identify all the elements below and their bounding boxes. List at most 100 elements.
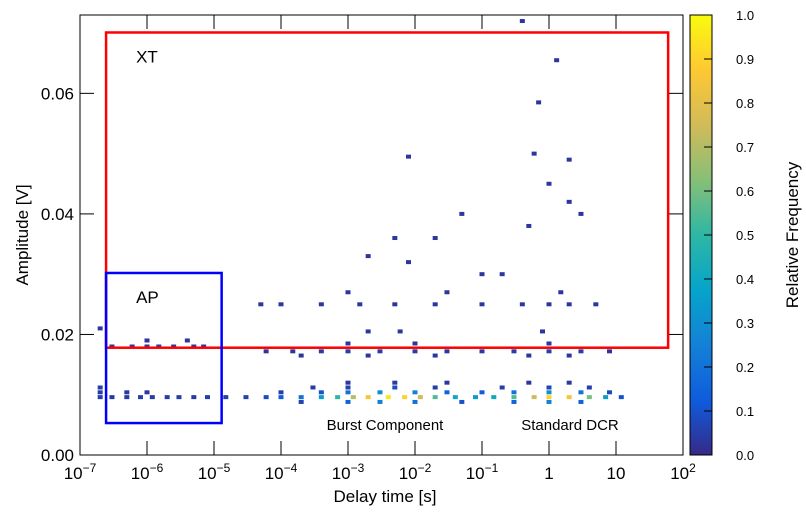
heatmap-cell — [444, 349, 450, 354]
heatmap-cell — [97, 385, 103, 390]
y-tick-label: 0.02 — [41, 325, 74, 344]
heatmap-cell — [417, 395, 423, 400]
colorbar-tick-label: 0.3 — [736, 316, 754, 331]
heatmap-cell — [452, 395, 458, 400]
heatmap-cell — [365, 353, 371, 358]
colorbar-tick-label: 1.0 — [736, 8, 754, 23]
heatmap-cell — [593, 302, 599, 307]
heatmap-cell — [144, 390, 150, 395]
x-tick-exponent: −2 — [418, 461, 432, 475]
colorbar-tick-label: 0.8 — [736, 96, 754, 111]
heatmap-cell — [491, 395, 497, 400]
x-tick-label: 10−5 — [198, 461, 231, 483]
heatmap-cell — [546, 181, 552, 186]
x-tick-base: 10 — [466, 464, 485, 483]
heatmap-cell — [278, 390, 284, 395]
heatmap-cell — [473, 395, 479, 400]
x-tick-base: 10 — [198, 464, 217, 483]
x-tick-label: 10−7 — [64, 461, 97, 483]
heatmap-cell — [184, 338, 190, 343]
colorbar-tick-label: 0.6 — [736, 184, 754, 199]
heatmap-cell — [385, 395, 391, 400]
y-tick-label: 0.06 — [41, 84, 74, 103]
heatmap-cell — [566, 353, 572, 358]
heatmap-cell — [377, 349, 383, 354]
colorbar-title: Relative Frequency — [783, 161, 802, 308]
heatmap-cell — [546, 390, 552, 395]
heatmap-cell — [546, 395, 552, 400]
heatmap-cell — [558, 290, 564, 295]
heatmap-cell — [406, 260, 412, 265]
heatmap-cell — [546, 349, 552, 354]
heatmap-cell — [432, 236, 438, 241]
heatmap-cell — [546, 341, 552, 346]
heatmap-cell — [124, 395, 130, 400]
heatmap-cell — [392, 380, 398, 385]
x-tick-exponent: −6 — [150, 461, 164, 475]
heatmap-cell — [392, 302, 398, 307]
heatmap-cell — [531, 395, 537, 400]
heatmap-cell — [263, 395, 269, 400]
x-tick-label: 102 — [670, 461, 696, 483]
heatmap-cell — [357, 302, 363, 307]
heatmap-cell — [499, 272, 505, 277]
heatmap-cell — [345, 380, 351, 385]
heatmap-cell — [318, 302, 324, 307]
heatmap-cell — [546, 399, 552, 404]
heatmap-cell — [618, 395, 624, 400]
colorbar-tick-label: 0.0 — [736, 448, 754, 463]
heatmap-cell — [566, 395, 572, 400]
x-tick-label: 10−2 — [399, 461, 432, 483]
heatmap-cell — [97, 395, 103, 400]
x-tick-exponent: −3 — [351, 461, 365, 475]
heatmap-cell — [318, 349, 324, 354]
heatmap-cell — [479, 302, 485, 307]
heatmap-cell — [345, 390, 351, 395]
plot-frame — [79, 14, 684, 456]
heatmap-cell — [554, 58, 560, 63]
x-tick-base: 10 — [670, 464, 689, 483]
y-axis-title: Amplitude [V] — [13, 184, 32, 285]
heatmap-cell — [412, 349, 418, 354]
heatmap-cell — [412, 399, 418, 404]
heatmap-cell — [479, 390, 485, 395]
heatmap-cell — [318, 390, 324, 395]
x-tick-base: 10 — [399, 464, 418, 483]
heatmap-cell — [412, 341, 418, 346]
heatmap-cell — [432, 385, 438, 390]
x-tick-base: 10 — [64, 464, 83, 483]
heatmap-cell — [526, 223, 532, 228]
heatmap-cell — [511, 349, 517, 354]
heatmap-cell — [566, 302, 572, 307]
heatmap-cell — [586, 395, 592, 400]
colorbar-tick-label: 0.7 — [736, 140, 754, 155]
annotation: Standard DCR — [521, 417, 619, 434]
colorbar-tick-label: 0.5 — [736, 228, 754, 243]
heatmap-cell — [365, 254, 371, 259]
x-tick-exponent: −1 — [485, 461, 499, 475]
x-tick-label: 10−3 — [332, 461, 365, 483]
heatmap-cell — [365, 395, 371, 400]
heatmap-cell — [578, 349, 584, 354]
heatmap-cell — [578, 399, 584, 404]
heatmap-cell — [603, 395, 609, 400]
y-tick-label: 0.04 — [41, 205, 74, 224]
heatmap-cell — [138, 395, 144, 400]
region-label: AP — [136, 288, 159, 307]
x-tick-exponent: 2 — [689, 461, 696, 475]
heatmap-cell — [164, 395, 170, 400]
heatmap-cell — [566, 157, 572, 162]
heatmap-cell — [526, 380, 532, 385]
heatmap-cell — [444, 380, 450, 385]
heatmap-cell — [350, 395, 356, 400]
x-tick-exponent: −7 — [83, 461, 97, 475]
x-tick-exponent: −5 — [217, 461, 231, 475]
heatmap-cell — [566, 380, 572, 385]
heatmap-cell — [459, 211, 465, 216]
heatmap-cell — [144, 338, 150, 343]
heatmap-cell — [578, 211, 584, 216]
heatmap-cell — [310, 385, 316, 390]
colorbar-tick-label: 0.1 — [736, 404, 754, 419]
heatmap-cell — [298, 395, 304, 400]
heatmap-cell — [278, 395, 284, 400]
